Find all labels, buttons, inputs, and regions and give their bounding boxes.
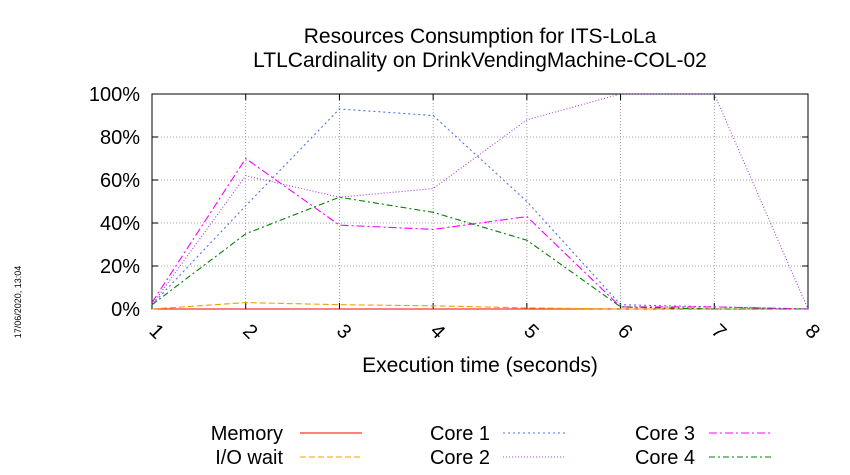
y-tick-label: 40% (100, 213, 140, 235)
x-tick-label: 3 (332, 320, 355, 343)
series-line-i-o-wait (151, 302, 808, 310)
series-line-core-2 (151, 93, 809, 310)
legend-label: Core 3 (635, 423, 695, 445)
x-tick-label: 2 (238, 320, 261, 343)
legend-label: Memory (211, 423, 283, 445)
plot-frame (151, 93, 809, 310)
legend-label: Core 2 (430, 447, 490, 469)
y-tick-label: 100% (89, 84, 140, 106)
legend-label: Core 4 (635, 447, 695, 469)
axis-ticks: 0% 20% 40% 60% 80% 100% 1 2 3 4 5 6 7 8 (89, 84, 824, 343)
series-line-core-4 (151, 196, 808, 310)
x-tick-label: 4 (426, 320, 449, 343)
x-tick-label: 1 (145, 320, 168, 343)
x-tick-label: 7 (707, 320, 730, 343)
series-line-core-3 (151, 157, 809, 310)
y-tick-label: 60% (100, 170, 140, 192)
x-axis-label: Execution time (seconds) (362, 354, 598, 377)
legend-label: Core 1 (430, 423, 490, 445)
x-tick-label: 8 (801, 320, 824, 343)
timestamp: 17/06/2020, 13:04 (13, 266, 23, 339)
x-tick-label: 5 (519, 320, 542, 343)
y-tick-label: 20% (100, 256, 140, 278)
series-lines (151, 93, 809, 310)
legend-label: I/O wait (215, 447, 283, 469)
grid (152, 94, 808, 309)
y-tick-label: 80% (100, 127, 140, 149)
series-line-core-1 (151, 108, 809, 310)
chart-title-line-2: LTLCardinality on DrinkVendingMachine-CO… (253, 49, 707, 72)
chart-title-line-1: Resources Consumption for ITS-LoLa (304, 25, 657, 48)
y-tick-label: 0% (111, 299, 140, 321)
x-tick-label: 6 (613, 320, 636, 343)
